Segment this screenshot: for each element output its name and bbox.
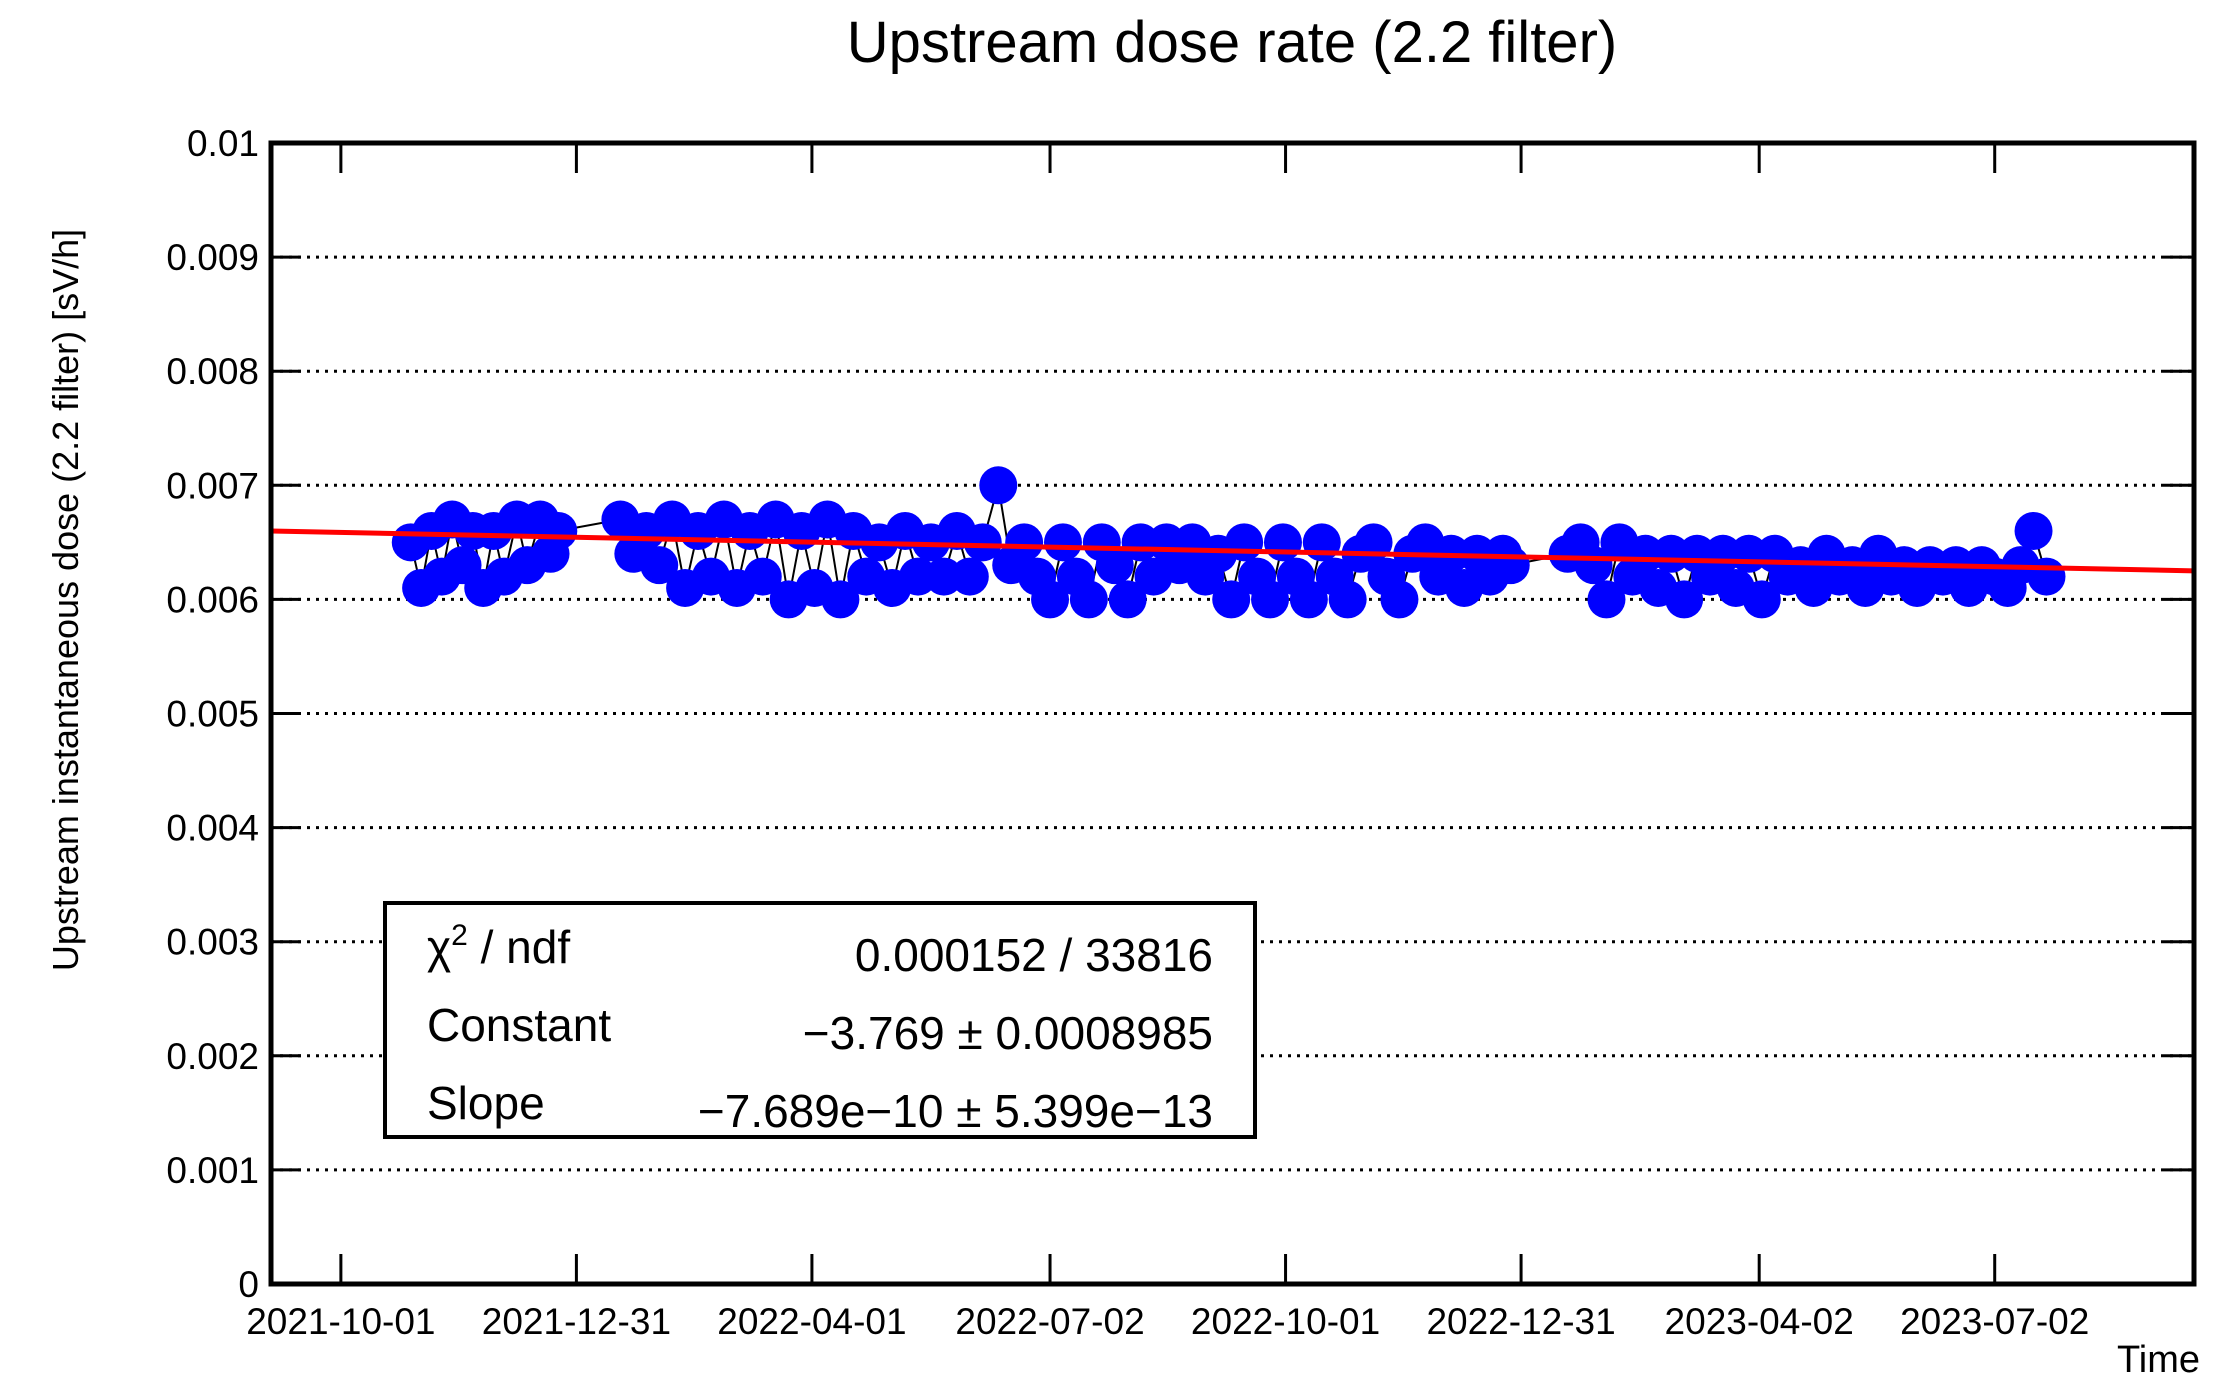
data-point (1031, 580, 1070, 619)
fit-line (270, 528, 2195, 574)
data-point (1212, 580, 1251, 619)
stats-label-text: Constant (427, 999, 611, 1051)
data-point (1005, 523, 1044, 562)
y-tick-label: 0 (238, 1264, 259, 1305)
stats-value: −7.689e−10 ± 5.399e−13 (698, 1085, 1213, 1137)
y-tick-label: 0.003 (166, 922, 259, 963)
data-point (1289, 580, 1328, 619)
data-point (2014, 511, 2053, 550)
x-tick-label: 2023-04-02 (1665, 1301, 1854, 1342)
y-tick-label: 0.009 (166, 237, 259, 278)
stats-label-text: Slope (427, 1077, 545, 1129)
stats-label: Slope (427, 1077, 545, 1129)
stats-box (383, 901, 1257, 1139)
data-point (950, 557, 989, 596)
data-point (1587, 580, 1626, 619)
data-point (1665, 580, 1704, 619)
stats-value: −3.769 ± 0.0008985 (803, 1007, 1213, 1059)
data-point (1328, 580, 1367, 619)
data-point (1574, 546, 1613, 585)
x-tick-label: 2023-07-02 (1900, 1301, 2089, 1342)
data-point (1263, 523, 1302, 562)
data-point (821, 580, 860, 619)
data-point (963, 523, 1002, 562)
data-point (979, 466, 1018, 505)
x-tick-label: 2021-10-01 (246, 1301, 435, 1342)
data-point (1108, 580, 1147, 619)
plot-frame (268, 140, 2197, 1287)
stats-value: 0.000152 / 33816 (855, 929, 1213, 981)
data-point (1069, 580, 1108, 619)
data-point (1225, 523, 1264, 562)
y-axis-label: Upstream instantaneous dose (2.2 filter)… (45, 229, 86, 971)
y-tick-label: 0.006 (166, 579, 259, 620)
y-tick-label: 0.004 (166, 808, 259, 849)
stats-label: χ2 / ndf (427, 919, 570, 973)
x-tick-label: 2022-12-31 (1426, 1301, 1615, 1342)
data-point (640, 546, 679, 585)
data-point (1380, 580, 1419, 619)
data-point (1491, 546, 1530, 585)
x-tick-label: 2022-10-01 (1191, 1301, 1380, 1342)
data-point (1095, 546, 1134, 585)
data-point (2027, 557, 2066, 596)
data-point (1742, 580, 1781, 619)
y-tick-label: 0.001 (166, 1150, 259, 1191)
stats-label-sup: 2 (451, 919, 468, 952)
chart-title: Upstream dose rate (2.2 filter) (847, 10, 1617, 75)
y-tick-label: 0.007 (166, 465, 259, 506)
stats-label: Constant (427, 999, 611, 1051)
y-tick-label: 0.01 (187, 123, 259, 164)
data-point (1043, 523, 1082, 562)
data-point (1251, 580, 1290, 619)
x-axis-label: Time (2117, 1339, 2200, 1375)
data-point (539, 511, 578, 550)
y-tick-label: 0.005 (166, 694, 259, 735)
data-point (1302, 523, 1341, 562)
x-tick-label: 2022-04-01 (717, 1301, 906, 1342)
y-tick-label: 0.002 (166, 1036, 259, 1077)
data-point (743, 557, 782, 596)
y-tick-label: 0.008 (166, 351, 259, 392)
x-tick-label: 2021-12-31 (482, 1301, 671, 1342)
stats-label-text: χ (427, 921, 451, 973)
stats-label-rest: / ndf (468, 921, 571, 973)
x-tick-label: 2022-07-02 (955, 1301, 1144, 1342)
